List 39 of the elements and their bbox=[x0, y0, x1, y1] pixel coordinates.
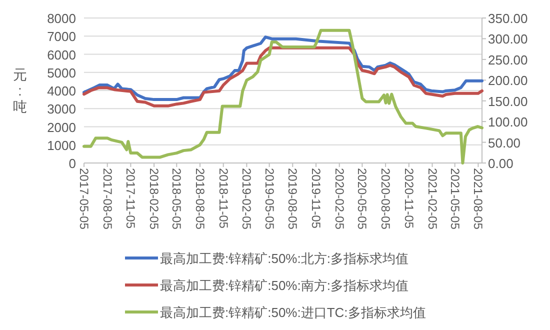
legend-label: 最高加工费:锌精矿:50%:南方:多指标求均值 bbox=[160, 278, 408, 293]
y-tick-label: 3000 bbox=[47, 102, 76, 117]
y-tick-label: 7000 bbox=[47, 29, 76, 44]
x-tick-label: 2017-05-05 bbox=[77, 168, 91, 230]
x-tick-label: 2019-11-05 bbox=[308, 168, 323, 229]
x-tick-label: 2021-05-05 bbox=[448, 168, 462, 230]
y-tick-label: 2000 bbox=[47, 120, 76, 135]
y2-tick-label: 50.00 bbox=[488, 135, 521, 150]
x-tick-label: 2018-02-05 bbox=[147, 168, 162, 230]
legend-label: 最高加工费:锌精矿:50%:北方:多指标求均值 bbox=[160, 251, 408, 266]
y-tick-label: 0 bbox=[68, 156, 76, 171]
x-tick-label: 2019-05-05 bbox=[262, 168, 276, 230]
y-axis-title: 元:吨 bbox=[13, 66, 27, 114]
x-tick-label: 2017-11-05 bbox=[124, 168, 138, 229]
x-tick-label: 2019-08-05 bbox=[286, 168, 300, 230]
y2-tick-label: 250.00 bbox=[488, 52, 528, 68]
x-tick-label: 2017-08-05 bbox=[100, 168, 114, 230]
y2-tick-label: 150.00 bbox=[488, 94, 528, 109]
x-tick-label: 2021-02-05 bbox=[425, 168, 440, 230]
x-tick-label: 2019-02-05 bbox=[240, 168, 254, 230]
y2-tick-label: 300.00 bbox=[488, 32, 528, 47]
y-tick-label: 1000 bbox=[47, 138, 76, 153]
y2-tick-label: 200.00 bbox=[488, 73, 528, 88]
y-tick-label: 6000 bbox=[47, 47, 76, 62]
y2-tick-label: 350.00 bbox=[488, 11, 528, 26]
x-tick-label: 2020-11-05 bbox=[402, 168, 416, 229]
x-tick-label: 2021-08-05 bbox=[471, 168, 486, 230]
x-tick-label: 2020-05-05 bbox=[355, 168, 370, 230]
y2-tick-label: 0.00 bbox=[488, 156, 514, 171]
x-tick-label: 2018-08-05 bbox=[193, 168, 207, 230]
x-tick-label: 2018-11-05 bbox=[216, 168, 230, 229]
x-tick-label: 2020-08-05 bbox=[378, 168, 393, 230]
y-tick-label: 5000 bbox=[47, 65, 76, 80]
y2-tick-label: 100.00 bbox=[488, 114, 528, 130]
legend-label: 最高加工费:锌精矿:50%:进口TC:多指标求均值 bbox=[160, 305, 426, 320]
y-tick-label: 8000 bbox=[47, 11, 76, 26]
x-tick-label: 2018-05-05 bbox=[170, 168, 184, 230]
y-tick-label: 4000 bbox=[47, 84, 76, 98]
x-tick-label: 2020-02-05 bbox=[332, 168, 346, 230]
